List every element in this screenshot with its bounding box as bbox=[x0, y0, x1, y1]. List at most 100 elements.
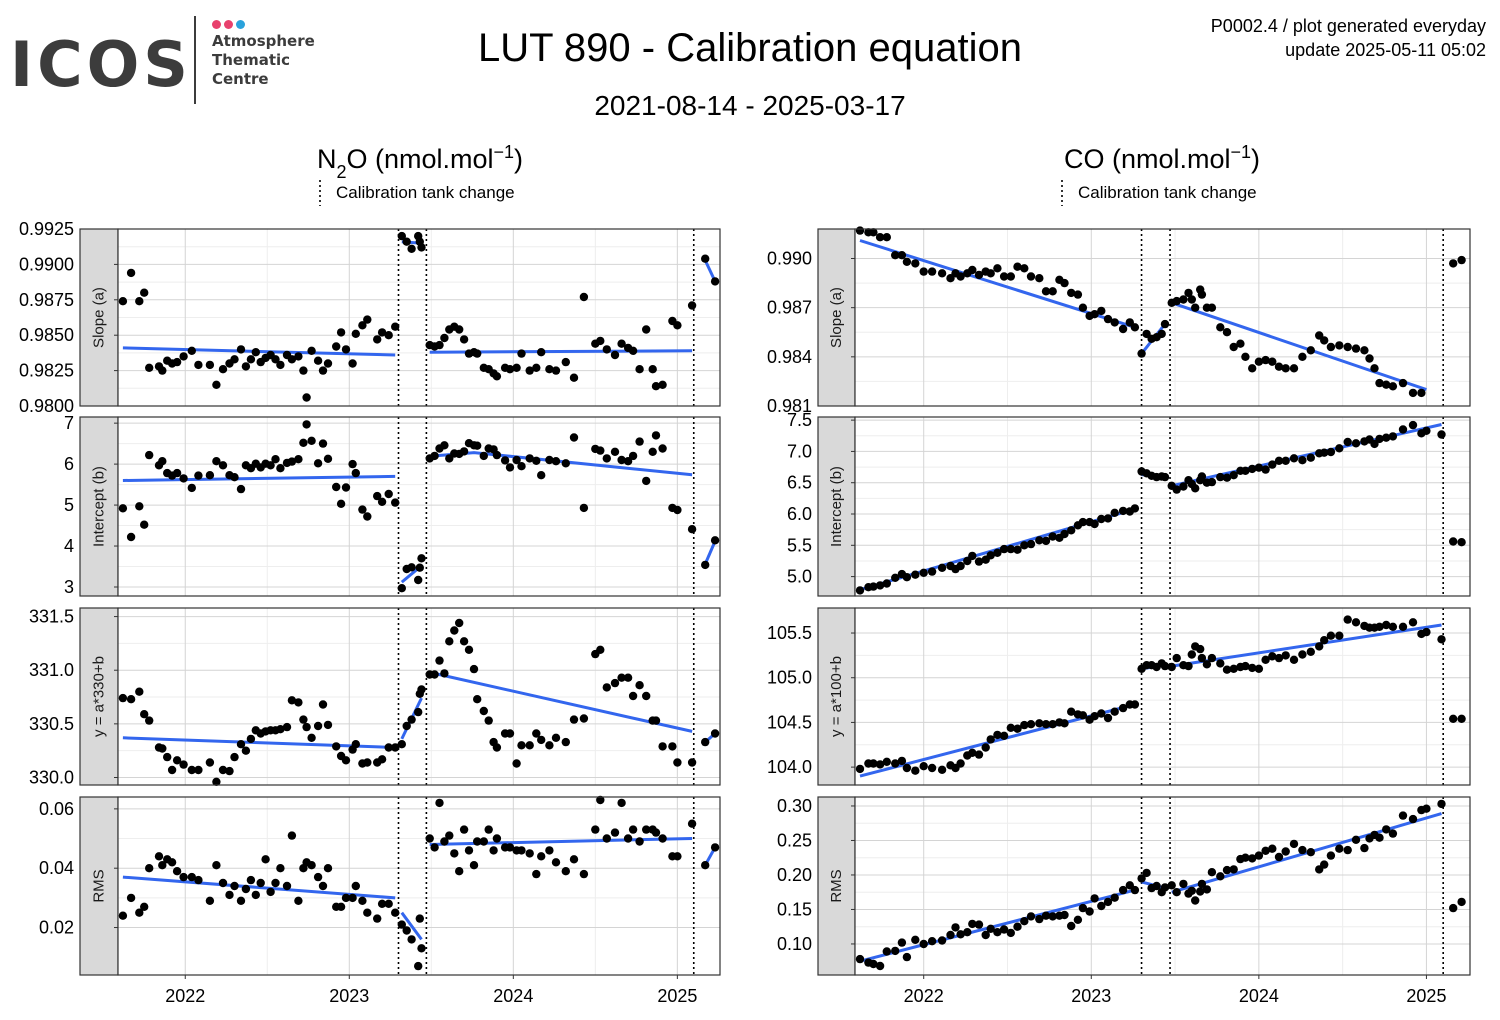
logo-dot bbox=[212, 20, 221, 29]
data-point bbox=[1085, 907, 1094, 916]
data-point bbox=[532, 363, 541, 372]
data-point bbox=[307, 346, 316, 355]
data-point bbox=[336, 499, 346, 508]
data-point bbox=[537, 471, 546, 480]
data-point bbox=[1048, 912, 1057, 921]
data-point bbox=[1196, 644, 1205, 654]
data-point bbox=[505, 843, 515, 852]
data-point bbox=[579, 714, 589, 723]
trend-line bbox=[859, 888, 1136, 963]
data-point bbox=[377, 328, 387, 337]
data-point bbox=[205, 758, 215, 767]
data-point bbox=[140, 288, 149, 297]
data-point bbox=[1229, 664, 1238, 673]
data-point bbox=[1197, 653, 1207, 663]
data-point bbox=[1437, 430, 1446, 439]
data-point bbox=[145, 864, 154, 873]
data-point bbox=[135, 297, 144, 306]
panel-strip bbox=[817, 228, 856, 407]
logo-divider bbox=[194, 16, 196, 104]
data-point bbox=[545, 455, 554, 465]
data-point bbox=[1326, 631, 1336, 640]
data-point bbox=[651, 716, 661, 725]
data-point bbox=[1408, 814, 1418, 824]
data-point bbox=[179, 760, 188, 769]
data-point bbox=[658, 444, 667, 453]
data-point bbox=[1026, 720, 1036, 729]
data-point bbox=[282, 722, 292, 732]
data-point bbox=[332, 482, 341, 492]
data-point bbox=[1398, 622, 1408, 631]
data-point bbox=[450, 849, 459, 858]
panel-strip bbox=[817, 607, 856, 786]
data-point bbox=[1289, 655, 1299, 664]
data-point bbox=[1090, 519, 1099, 529]
data-point bbox=[855, 954, 865, 964]
data-point bbox=[484, 825, 493, 834]
data-point bbox=[1041, 287, 1051, 296]
data-point bbox=[658, 834, 667, 843]
data-point bbox=[517, 462, 526, 471]
data-point bbox=[602, 345, 611, 354]
data-point bbox=[236, 896, 246, 905]
data-point bbox=[1216, 472, 1225, 482]
data-point bbox=[882, 579, 891, 588]
data-point bbox=[1090, 894, 1099, 903]
y-tick-label: 0.9850 bbox=[19, 325, 74, 345]
panel: Intercept (b) 3 4 5 6 7 bbox=[64, 413, 721, 597]
data-point bbox=[187, 483, 196, 493]
data-point bbox=[1013, 922, 1022, 931]
data-point bbox=[1103, 897, 1113, 907]
data-point bbox=[1351, 835, 1361, 844]
data-point bbox=[602, 454, 611, 463]
data-point bbox=[974, 920, 984, 929]
data-point bbox=[377, 497, 387, 506]
data-point bbox=[875, 233, 885, 242]
data-point bbox=[1197, 472, 1207, 481]
data-point bbox=[126, 268, 136, 278]
data-point bbox=[673, 505, 682, 515]
data-point bbox=[635, 681, 644, 690]
data-point bbox=[642, 325, 651, 334]
data-point bbox=[246, 355, 256, 364]
data-point bbox=[1298, 456, 1307, 465]
data-point bbox=[1048, 720, 1057, 729]
data-point bbox=[205, 360, 215, 370]
data-point bbox=[579, 503, 589, 513]
data-point bbox=[882, 947, 891, 956]
data-point bbox=[1449, 903, 1458, 913]
trend-line bbox=[122, 474, 396, 482]
data-point bbox=[1137, 874, 1146, 883]
data-point bbox=[236, 345, 246, 354]
data-point bbox=[617, 673, 626, 682]
data-point bbox=[318, 700, 328, 709]
data-point bbox=[911, 766, 920, 775]
data-point bbox=[602, 834, 611, 843]
data-point bbox=[1006, 723, 1015, 732]
data-point bbox=[1207, 303, 1217, 312]
data-point bbox=[1067, 526, 1076, 535]
data-point bbox=[167, 765, 177, 775]
data-point bbox=[1375, 833, 1384, 842]
data-point bbox=[1184, 661, 1193, 671]
data-point bbox=[1207, 653, 1217, 663]
logo-dot bbox=[236, 20, 245, 29]
data-point bbox=[118, 504, 128, 513]
data-point bbox=[1335, 631, 1344, 640]
data-point bbox=[1073, 290, 1083, 299]
data-point bbox=[236, 740, 246, 749]
trend-line bbox=[122, 875, 396, 900]
data-point bbox=[710, 729, 720, 738]
data-point bbox=[993, 928, 1002, 937]
data-point bbox=[358, 505, 367, 514]
data-point bbox=[628, 451, 638, 461]
data-point bbox=[455, 325, 464, 334]
data-point bbox=[414, 961, 423, 971]
data-point bbox=[459, 637, 469, 646]
data-point bbox=[299, 366, 308, 375]
column-title: CO (nmol.mol−1) bbox=[1064, 142, 1260, 174]
y-tick-label: 331.5 bbox=[29, 607, 74, 627]
y-tick-label: 0.30 bbox=[777, 796, 812, 816]
data-point bbox=[1160, 661, 1170, 671]
